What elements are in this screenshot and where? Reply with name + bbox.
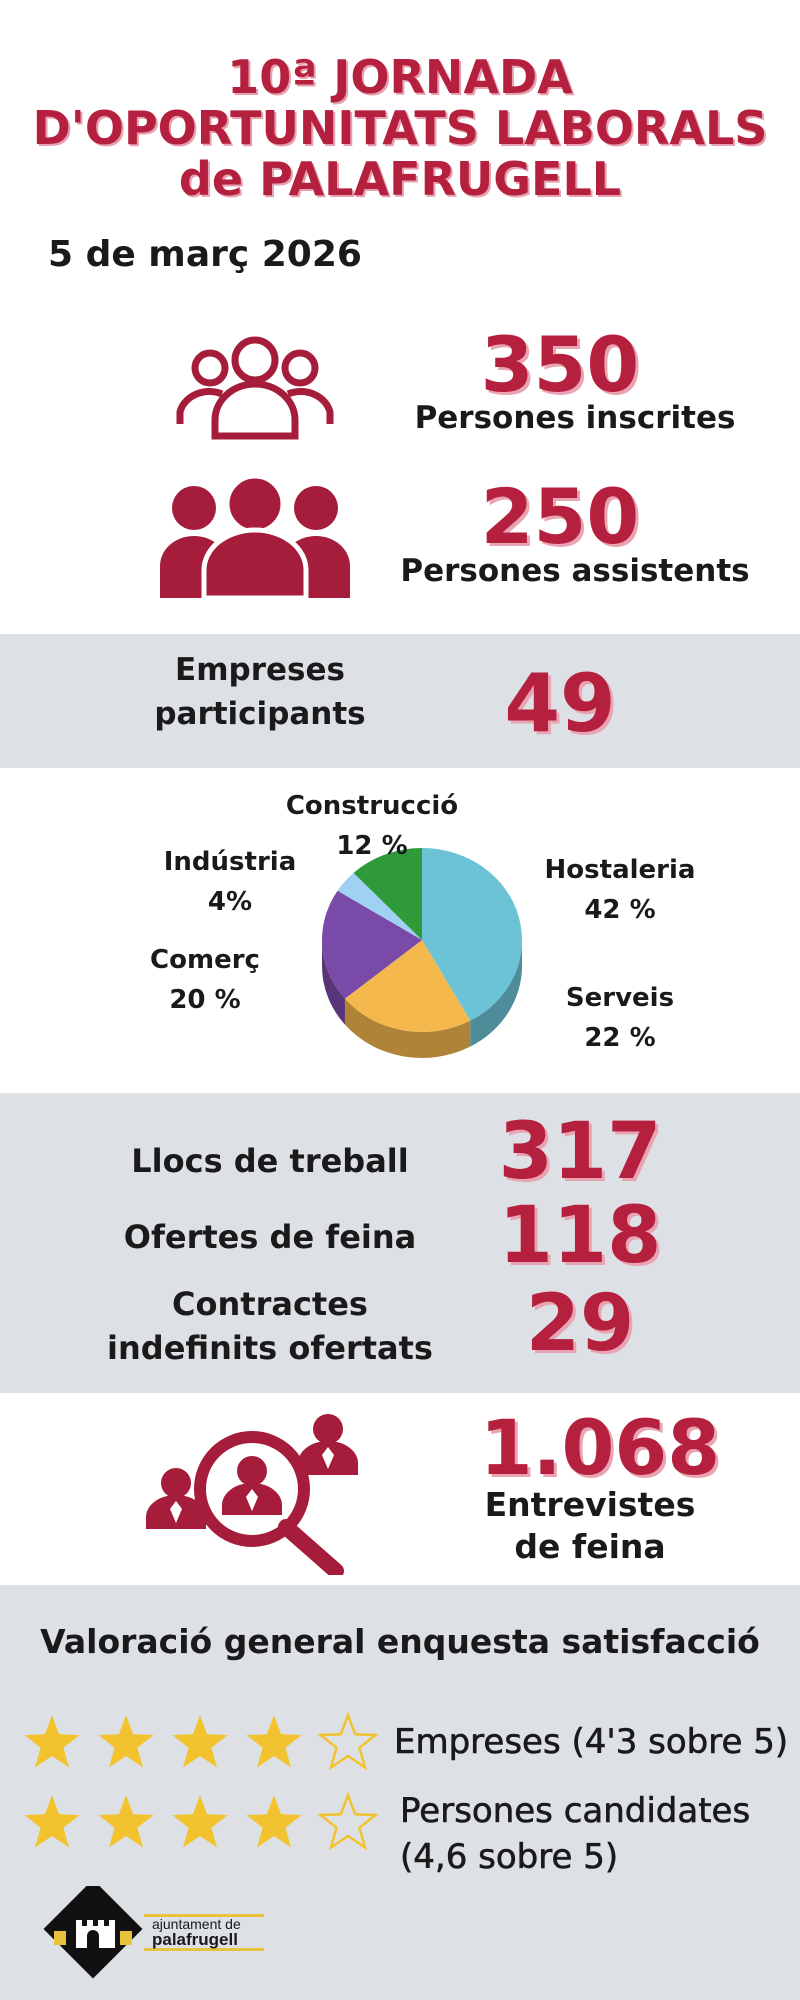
pie-side-1: [344, 998, 471, 1058]
pie-label-comerc-name: Comerç: [150, 945, 260, 975]
pie-label-serveis-pct: 22 %: [584, 1023, 656, 1053]
pie-slice-Construcció: [353, 848, 422, 940]
company-rating-stars: [20, 1711, 392, 1774]
pie-slice-Hostaleria: [422, 848, 522, 1021]
title-line-3: de PALAFRUGELL: [178, 152, 622, 206]
attended-count: 250: [480, 472, 640, 561]
pie-slice-Indústria: [337, 872, 422, 940]
pie-label-serveis-name: Serveis: [565, 983, 675, 1013]
candidate-rating-text: Persones candidates (4,6 sobre 5): [400, 1788, 751, 1880]
interviews-label-line1: Entrevistes: [484, 1485, 696, 1524]
pie-side-0: [470, 940, 522, 1047]
pie-label-construccio-pct: 12 %: [336, 831, 408, 861]
pie-label-hostaleria-pct: 42 %: [584, 895, 656, 925]
interviews-count: 1.068: [479, 1403, 721, 1492]
title-line-1: 10ª JORNADA: [227, 50, 573, 104]
offers-count: 118: [498, 1191, 662, 1281]
people-filled-icon: [160, 473, 350, 601]
pie-label-industria-pct: 4%: [207, 887, 253, 917]
pie-label-industria: Indústria 4%: [150, 842, 310, 922]
star-icon: [172, 1795, 228, 1848]
pie-label-hostaleria-name: Hostaleria: [544, 855, 696, 885]
contracts-label-line1: Contractes: [172, 1285, 368, 1323]
company-rating-text: Empreses (4'3 sobre 5): [394, 1722, 789, 1763]
pie-label-serveis: Serveis 22 %: [540, 978, 700, 1058]
interviews-label: Entrevistes de feina: [440, 1484, 740, 1568]
people-outline-icon: [170, 332, 340, 442]
logo-text-line2: palafrugell: [152, 1930, 238, 1949]
positions-count: 317: [498, 1107, 662, 1197]
interviews-label-line2: de feina: [514, 1527, 666, 1566]
companies-label-line2: participants: [154, 696, 366, 732]
star-icon: [246, 1715, 302, 1768]
star-icon: [316, 1791, 380, 1851]
pie-label-comerc: Comerç 20 %: [125, 940, 285, 1020]
candidate-rating-stars: [20, 1791, 392, 1854]
contracts-label-line2: indefinits ofertats: [107, 1329, 433, 1367]
pie-slice-Serveis: [344, 940, 471, 1032]
positions-label: Llocs de treball: [131, 1142, 409, 1180]
contracts-count: 29: [525, 1279, 635, 1369]
star-icon: [98, 1795, 154, 1848]
pie-label-construccio-name: Construcció: [285, 791, 459, 821]
attended-label: Persones assistents: [400, 553, 750, 589]
title-line-2: D'OPORTUNITATS LABORALS: [32, 101, 768, 155]
candidate-rating-line1: Persones candidates: [400, 1791, 751, 1832]
candidate-rating-line2: (4,6 sobre 5): [400, 1837, 619, 1878]
star-icon: [98, 1715, 154, 1768]
logo-text-line1: ajuntament de: [152, 1916, 241, 1932]
companies-section: [0, 634, 800, 768]
pie-side-2: [322, 940, 345, 1025]
pie-label-construccio: Construcció 12 %: [262, 786, 482, 866]
companies-count: 49: [504, 657, 616, 750]
town-council-logo: ajuntament de palafrugell: [40, 1879, 270, 1990]
companies-label: Empreses participants: [110, 648, 410, 736]
registered-label: Persones inscrites: [414, 400, 736, 436]
page-title: 10ª JORNADA D'OPORTUNITATS LABORALS de P…: [0, 52, 800, 205]
registered-count: 350: [480, 320, 640, 409]
magnifier-people-icon: [140, 1405, 360, 1579]
offers-label: Ofertes de feina: [123, 1218, 417, 1256]
star-icon: [24, 1715, 80, 1768]
pie-slice-Comerç: [322, 890, 422, 999]
star-icon: [316, 1711, 380, 1771]
contracts-label: Contractes indefinits ofertats: [100, 1282, 440, 1370]
pie-label-hostaleria: Hostaleria 42 %: [530, 850, 710, 930]
sector-pie-chart: [300, 830, 560, 1070]
star-icon: [246, 1795, 302, 1848]
event-date: 5 de març 2026: [48, 234, 362, 275]
pie-label-industria-name: Indústria: [163, 847, 297, 877]
star-icon: [172, 1715, 228, 1768]
star-icon: [24, 1795, 80, 1848]
jobs-section: [0, 1093, 800, 1393]
companies-label-line1: Empreses: [175, 652, 345, 688]
pie-label-comerc-pct: 20 %: [169, 985, 241, 1015]
survey-title: Valoració general enquesta satisfacció: [40, 1622, 760, 1661]
